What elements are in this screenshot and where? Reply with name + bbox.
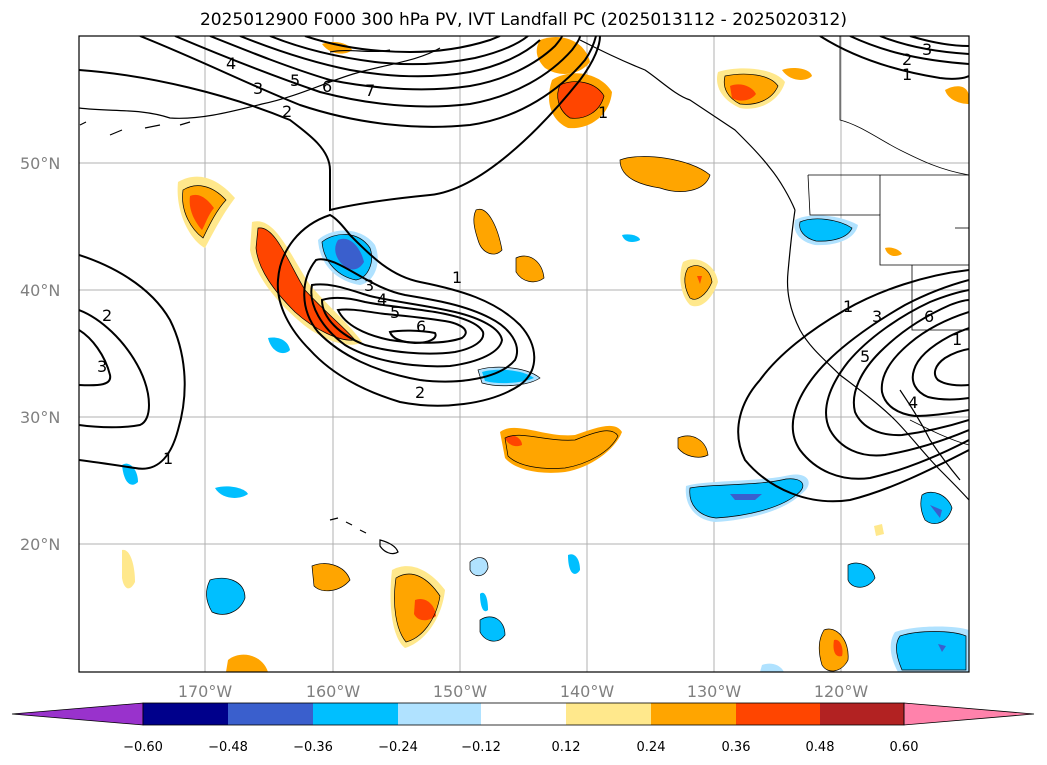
colorbar-swatch <box>398 703 481 725</box>
lat-label: 50°N <box>20 154 60 173</box>
contour-label: 2 <box>902 50 912 69</box>
contour-label: 5 <box>390 303 400 322</box>
longitude-labels: 170°W 160°W 150°W 140°W 130°W 120°W <box>178 682 869 701</box>
colorbar-swatch <box>651 703 736 725</box>
contour-label: 5 <box>860 347 870 366</box>
colorbar-swatch <box>228 703 313 725</box>
contour-label: 2 <box>282 102 292 121</box>
map-title: 2025012900 F000 300 hPa PV, IVT Landfall… <box>199 10 847 30</box>
graticule <box>79 36 969 672</box>
contour-label: 1 <box>452 268 462 287</box>
contour-label: 1 <box>843 297 853 316</box>
lat-label: 30°N <box>20 408 60 427</box>
colorbar-swatch <box>820 703 904 725</box>
contour-label: 6 <box>322 77 332 96</box>
contour-label: 7 <box>365 81 375 100</box>
colorbar-tick-label: −0.12 <box>461 740 501 755</box>
contour-label: 2 <box>102 306 112 325</box>
colorbar-swatch <box>566 703 651 725</box>
contour-label: 6 <box>924 307 934 326</box>
contour-label: 1 <box>952 330 962 349</box>
contour-label: 3 <box>253 79 263 98</box>
coastlines <box>79 39 969 555</box>
contour-label: 3 <box>364 276 374 295</box>
colorbar-tick-label: −0.48 <box>208 740 248 755</box>
contour-label: 1 <box>163 449 173 468</box>
contour-label: 3 <box>97 357 107 376</box>
contour-labels: 4 3 2 5 6 7 2 3 1 1 1 3 4 5 6 2 2 3 1 1 … <box>97 40 962 468</box>
ivt-negative-shading <box>122 215 969 672</box>
colorbar: −0.60 −0.48 −0.36 −0.24 −0.12 0.12 0.24 … <box>11 702 1035 755</box>
colorbar-tick-label: −0.24 <box>378 740 418 755</box>
colorbar-swatch <box>143 703 228 725</box>
contour-label: 3 <box>872 307 882 326</box>
lon-label: 130°W <box>687 682 742 701</box>
contour-label: 4 <box>226 54 236 73</box>
colorbar-tick-label: 0.60 <box>890 740 919 755</box>
lat-label: 40°N <box>20 281 60 300</box>
contour-label: 3 <box>922 40 932 59</box>
contour-label: 1 <box>598 103 608 122</box>
lon-label: 140°W <box>560 682 615 701</box>
colorbar-tick-label: 0.24 <box>637 740 666 755</box>
latitude-labels: 50°N 40°N 30°N 20°N <box>20 154 60 554</box>
colorbar-swatch <box>481 703 566 725</box>
lon-label: 160°W <box>306 682 361 701</box>
colorbar-tick-label: 0.36 <box>722 740 751 755</box>
lon-label: 120°W <box>814 682 869 701</box>
colorbar-extend-low <box>11 702 144 726</box>
contour-label: 2 <box>415 383 425 402</box>
contour-label: 6 <box>416 317 426 336</box>
colorbar-tick-label: −0.36 <box>293 740 333 755</box>
contour-label: 1 <box>902 65 912 84</box>
colorbar-tick-label: 0.12 <box>552 740 581 755</box>
colorbar-tick-label: −0.60 <box>123 740 163 755</box>
colorbar-frame <box>142 702 905 726</box>
pv-contours <box>79 36 969 503</box>
lon-label: 170°W <box>178 682 233 701</box>
lat-label: 20°N <box>20 535 60 554</box>
colorbar-extend-high <box>903 702 1035 726</box>
lon-label: 150°W <box>433 682 488 701</box>
colorbar-tick-label: 0.48 <box>806 740 835 755</box>
contour-label: 4 <box>908 393 918 412</box>
contour-label: 4 <box>377 290 387 309</box>
map-frame <box>78 35 970 673</box>
colorbar-swatch <box>313 703 398 725</box>
political-borders <box>807 36 969 446</box>
contour-label: 5 <box>290 71 300 90</box>
colorbar-swatch <box>736 703 820 725</box>
